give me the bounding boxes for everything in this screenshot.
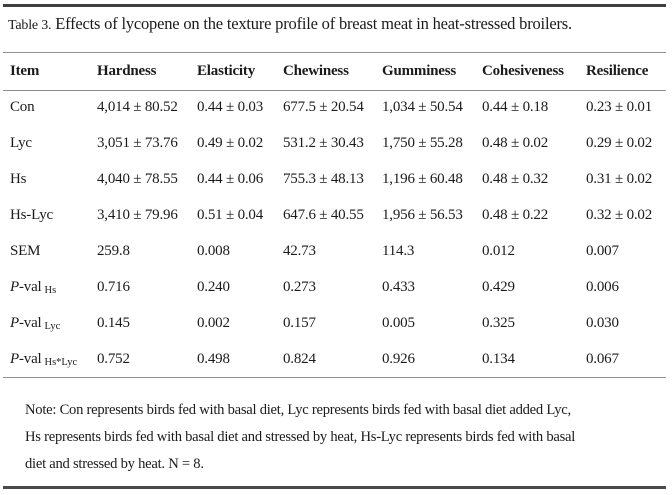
top-rule: [3, 4, 666, 7]
table-cell: 4,040 ± 78.55: [97, 171, 178, 188]
table-cell: 755.3 ± 48.13: [283, 171, 364, 188]
table-cell: 0.44 ± 0.06: [197, 171, 264, 188]
table-cell: 677.5 ± 20.54: [283, 99, 364, 116]
row-label: Hs-Lyc: [10, 198, 97, 234]
table-cell: 0.067: [586, 350, 619, 367]
row-label-text: Hs-Lyc: [10, 207, 53, 224]
row-label: Hs: [10, 162, 97, 198]
header-bottom-rule: [3, 90, 666, 91]
row-label-italic: P: [10, 314, 19, 331]
table-cell: 0.48 ± 0.22: [482, 207, 549, 224]
row-label-sub: Hs: [44, 285, 57, 297]
column-header-hardness: Hardness: [97, 62, 157, 79]
header-top-rule: [3, 52, 666, 53]
row-label: Lyc: [10, 126, 97, 162]
column-header-item: Item: [10, 62, 40, 79]
table-cell: 3,410 ± 79.96: [97, 207, 178, 224]
table-cell: 0.51 ± 0.04: [197, 207, 264, 224]
table-cell: 0.29 ± 0.02: [586, 135, 653, 152]
table-cell: 0.498: [197, 350, 230, 367]
row-label: SEM: [10, 234, 97, 270]
table-cell: 0.752: [97, 350, 130, 367]
column-header-resilience: Resilience: [586, 62, 649, 79]
table-cell: 0.273: [283, 278, 316, 295]
table-cell: 0.134: [482, 350, 515, 367]
table-cell: 0.48 ± 0.32: [482, 171, 549, 188]
table-cell: 0.433: [382, 278, 415, 295]
column-header-gumminess: Gumminess: [382, 62, 457, 79]
body-bottom-rule: [3, 377, 666, 378]
row-label: P -val Hs*Lyc: [10, 341, 97, 377]
texture-profile-table: Item Hardness Elasticity Chewiness Gummi…: [10, 52, 663, 377]
table-cell: 0.23 ± 0.01: [586, 99, 653, 116]
table-cell: 0.002: [197, 314, 230, 331]
row-label-text: -val: [18, 278, 42, 295]
column-header-chewiness: Chewiness: [283, 62, 349, 79]
note-line: Hs represents birds fed with basal diet …: [25, 429, 576, 445]
table-cell: 0.012: [482, 243, 515, 259]
row-label-text: Con: [10, 99, 35, 116]
table-cell: 0.31 ± 0.02: [586, 171, 653, 188]
column-header-cohesiveness: Cohesiveness: [482, 62, 564, 79]
row-label: P -val Hs: [10, 269, 97, 305]
table-cell: 531.2 ± 30.43: [283, 135, 364, 152]
row-label-italic: P: [10, 278, 19, 295]
table-cell: 647.6 ± 40.55: [283, 207, 364, 224]
row-label-sub: Lyc: [44, 321, 61, 333]
table-cell: 0.157: [283, 314, 316, 331]
row-label-text: Lyc: [10, 135, 32, 152]
table-cell: 0.48 ± 0.02: [482, 135, 549, 152]
row-label: P -val Lyc: [10, 305, 97, 341]
table-cell: 0.030: [586, 314, 619, 331]
table-cell: 0.44 ± 0.03: [197, 99, 264, 116]
row-label-sub: Hs*Lyc: [44, 357, 78, 369]
table-cell: 0.240: [197, 278, 230, 295]
table-cell: 0.926: [382, 350, 415, 367]
row-label: Con: [10, 90, 97, 126]
row-label-text: -val: [18, 350, 42, 367]
table-title-text: Effects of lycopene on the texture profi…: [55, 14, 572, 33]
table-cell: 0.005: [382, 314, 415, 331]
table-cell: 0.325: [482, 314, 515, 331]
table-title: Table 3. Effects of lycopene on the text…: [8, 13, 572, 37]
table-cell: 4,014 ± 80.52: [97, 99, 178, 116]
table-title-label: Table 3.: [8, 18, 52, 33]
table-cell: 114.3: [382, 243, 415, 259]
note-line: diet and stressed by heat. N = 8.: [25, 456, 204, 472]
table-cell: 42.73: [283, 243, 316, 259]
note-line: Note: Con represents birds fed with basa…: [25, 402, 571, 418]
table-cell: 0.32 ± 0.02: [586, 207, 653, 224]
table-cell: 0.824: [283, 350, 316, 367]
column-header-elasticity: Elasticity: [197, 62, 255, 79]
bottom-rule: [3, 486, 666, 489]
table-cell: 0.145: [97, 314, 130, 331]
table-cell: 3,051 ± 73.76: [97, 135, 178, 152]
table-cell: 1,196 ± 60.48: [382, 171, 463, 188]
table-cell: 0.49 ± 0.02: [197, 135, 264, 152]
row-label-italic: P: [10, 350, 19, 367]
table-cell: 1,956 ± 56.53: [382, 207, 463, 224]
table-cell: 1,034 ± 50.54: [382, 99, 463, 116]
table-cell: 0.006: [586, 278, 619, 295]
table-cell: 0.44 ± 0.18: [482, 99, 549, 116]
table-cell: 0.429: [482, 278, 515, 295]
table-cell: 0.007: [586, 243, 619, 259]
row-label-text: Hs: [10, 171, 27, 188]
table-cell: 259.8: [97, 243, 130, 259]
table-cell: 1,750 ± 55.28: [382, 135, 463, 152]
row-label-text: -val: [18, 314, 42, 331]
table-cell: 0.716: [97, 278, 130, 295]
table-cell: 0.008: [197, 243, 230, 259]
row-label-text: SEM: [10, 243, 41, 259]
table-note: Note: Con represents birds fed with basa…: [25, 397, 670, 478]
